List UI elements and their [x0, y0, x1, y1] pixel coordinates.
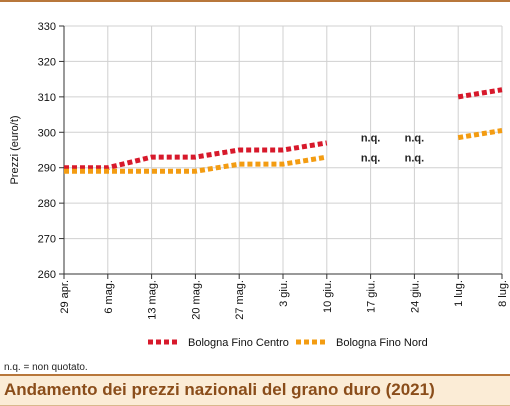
y-axis-label: Prezzi (euro/t) — [9, 115, 21, 184]
nq-annotation: n.q. — [361, 152, 381, 164]
y-tick-label: 260 — [38, 269, 56, 281]
legend-label: Bologna Fino Centro — [188, 337, 289, 349]
nq-annotation: n.q. — [405, 152, 425, 164]
x-tick-label: 24 giu. — [409, 280, 421, 313]
legend-label: Bologna Fino Nord — [336, 337, 428, 349]
y-tick-label: 300 — [38, 127, 56, 139]
line-chart: 260 270 280 290 300 310 320 330 29 apr. 6 mag. 13 … — [9, 21, 509, 349]
y-tick-label: 320 — [38, 56, 56, 68]
x-tick-label: 3 giu. — [278, 280, 290, 307]
y-tick-label: 280 — [38, 198, 56, 210]
series-line-nord — [457, 128, 503, 141]
x-tick-label: 6 mag. — [103, 280, 115, 314]
x-tick-label: 29 apr. — [59, 280, 71, 314]
y-tick-label: 290 — [38, 163, 56, 175]
x-tick-label: 8 lug. — [497, 280, 509, 307]
x-tick-label: 17 giu. — [366, 280, 378, 313]
y-tick-label: 270 — [38, 234, 56, 246]
x-tick-label: 20 mag. — [190, 280, 202, 320]
series-line-centro — [457, 87, 503, 100]
x-tick-label: 13 mag. — [147, 280, 159, 320]
x-tick-label: 10 giu. — [322, 280, 334, 313]
page-title: Andamento dei prezzi nazionali del grano… — [4, 380, 435, 399]
nq-annotation: n.q. — [405, 132, 425, 144]
x-tick-label: 1 lug. — [453, 280, 465, 307]
y-tick-label: 310 — [38, 92, 56, 104]
x-tick-label: 27 mag. — [234, 280, 246, 320]
title-bar: Andamento dei prezzi nazionali del grano… — [0, 374, 510, 406]
nq-annotation: n.q. — [361, 132, 381, 144]
y-tick-label: 330 — [38, 21, 56, 33]
footnote: n.q. = non quotato. — [4, 362, 88, 373]
top-rule — [0, 0, 510, 2]
